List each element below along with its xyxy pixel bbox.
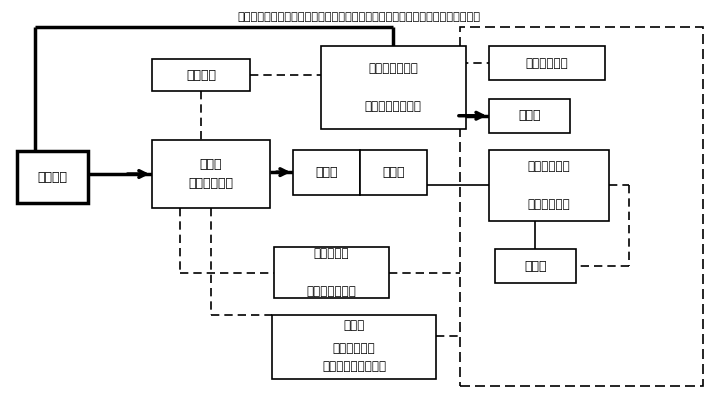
Bar <box>490 46 605 80</box>
Bar <box>360 150 426 195</box>
Text: 起動装置: 起動装置 <box>186 69 216 82</box>
Bar <box>152 140 270 208</box>
Text: 受信部: 受信部 <box>343 319 365 332</box>
Bar <box>321 46 466 129</box>
Text: 流水検知装置

圧力検知装置: 流水検知装置 圧力検知装置 <box>528 160 571 211</box>
Text: ヘッド: ヘッド <box>524 260 546 273</box>
Text: 電動弁: 電動弁 <box>518 109 541 122</box>
Bar <box>274 247 389 298</box>
Bar <box>17 151 88 203</box>
Bar <box>495 249 576 283</box>
Bar <box>490 99 569 133</box>
Bar <box>272 315 437 379</box>
Text: 音響警報装置: 音響警報装置 <box>526 57 569 69</box>
Bar <box>490 150 609 221</box>
Text: 制御盤
手元起動装置: 制御盤 手元起動装置 <box>189 158 233 190</box>
Text: 予作動弁制御盤

一斉開放弁制御盤: 予作動弁制御盤 一斉開放弁制御盤 <box>365 62 421 113</box>
Bar <box>460 27 703 386</box>
Text: 電動機: 電動機 <box>315 166 338 179</box>
Text: 位置表示灯

（補助散水栓）: 位置表示灯 （補助散水栓） <box>307 247 357 298</box>
Bar <box>294 150 360 195</box>
Text: ポンプ: ポンプ <box>382 166 404 179</box>
Text: 非常電源: 非常電源 <box>37 171 67 184</box>
Text: 起動表示装置
（防災センター等）: 起動表示装置 （防災センター等） <box>322 342 386 373</box>
Bar <box>152 59 250 91</box>
Text: 図６－９　スプリンクラー設備、水噴霧消火設備、泡消火設備の非常電源回路等: 図６－９ スプリンクラー設備、水噴霧消火設備、泡消火設備の非常電源回路等 <box>238 12 480 22</box>
